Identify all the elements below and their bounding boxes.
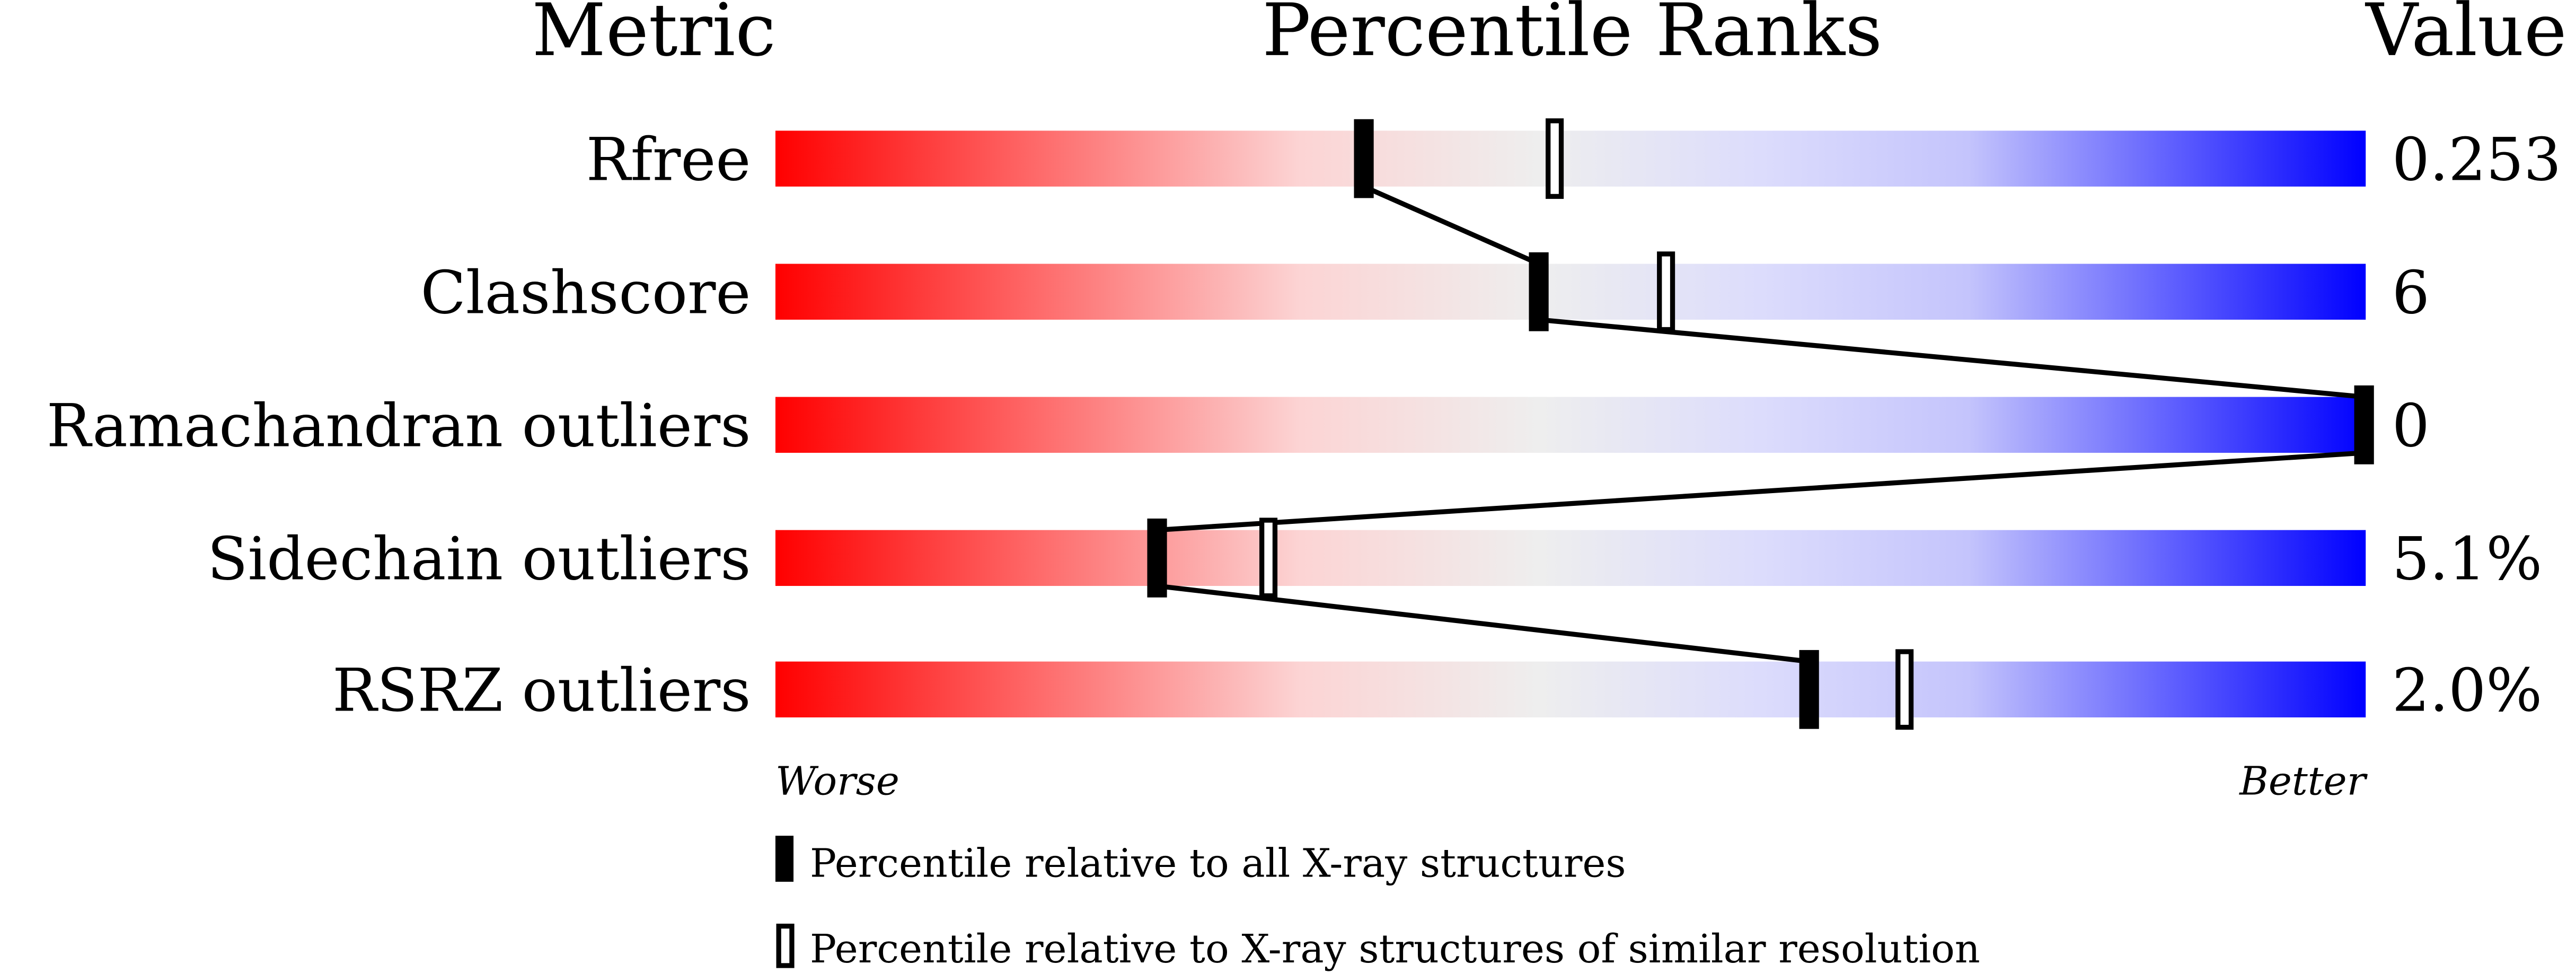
metric-label: Ramachandran outliers (47, 392, 751, 461)
all-structures-marker (1529, 252, 1549, 331)
worse-label: Worse (775, 758, 899, 804)
percentile-bar (775, 530, 2366, 586)
percentile-bar (775, 661, 2366, 717)
value-label: 2.0% (2392, 656, 2542, 725)
percentile-bar (775, 397, 2366, 453)
all-structures-marker (1354, 119, 1374, 198)
better-label: Better (2238, 758, 2368, 804)
metric-label: RSRZ outliers (332, 656, 751, 725)
connector-line (1157, 583, 1810, 664)
connector-line (1538, 317, 2365, 400)
connector-line (1363, 184, 1540, 266)
metric-label: Clashscore (420, 259, 751, 328)
all-structures-marker (1147, 518, 1167, 598)
legend-all-label: Percentile relative to all X-ray structu… (810, 840, 1626, 887)
header-percentile-ranks: Percentile Ranks (1262, 0, 1882, 73)
legend-hollow-marker-icon (776, 923, 795, 968)
percentile-bar (775, 264, 2366, 320)
value-label: 0 (2392, 392, 2430, 461)
all-structures-marker (2354, 385, 2374, 464)
header-value: Value (2365, 0, 2566, 73)
similar-resolution-marker (1895, 649, 1914, 730)
similar-resolution-marker (1259, 518, 1278, 599)
similar-resolution-marker (1546, 118, 1564, 199)
value-label: 5.1% (2392, 525, 2542, 594)
metric-label: Rfree (586, 125, 751, 194)
all-structures-marker (1799, 650, 1819, 729)
connector-line (1157, 450, 2365, 533)
legend-filled-marker-icon (775, 836, 794, 882)
similar-resolution-marker (1657, 251, 1675, 332)
value-label: 6 (2392, 259, 2430, 328)
percentile-bar (775, 130, 2366, 187)
value-label: 0.253 (2392, 125, 2561, 194)
header-metric: Metric (532, 0, 775, 73)
metric-label: Sidechain outliers (207, 525, 751, 594)
legend-similar-label: Percentile relative to X-ray structures … (810, 926, 1980, 972)
